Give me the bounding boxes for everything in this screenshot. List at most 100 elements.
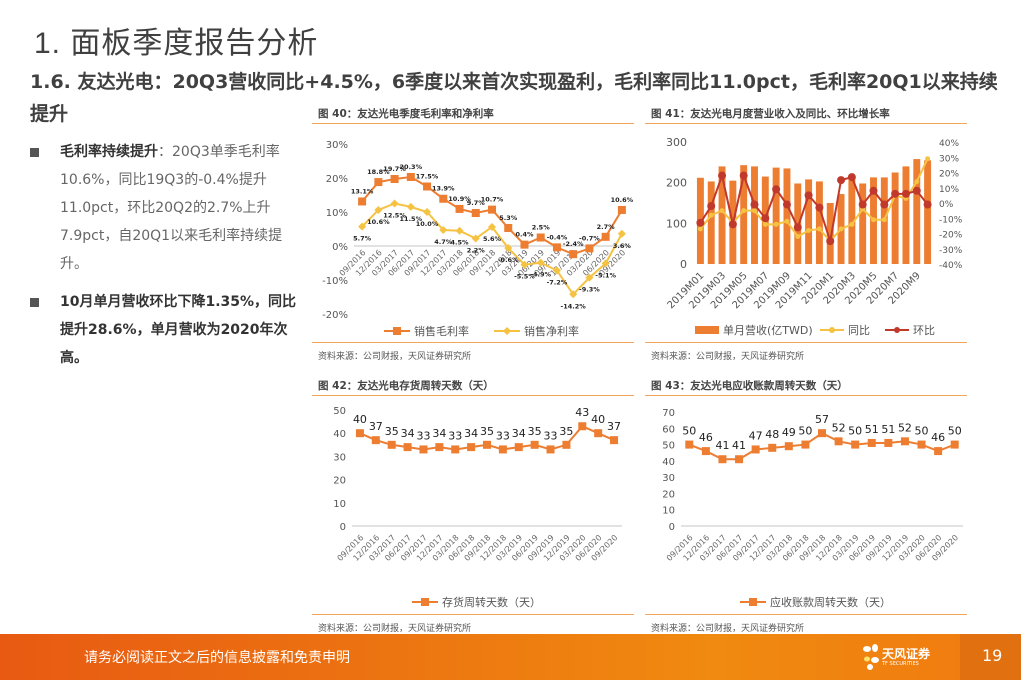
data-label: 0.4% [515, 231, 534, 239]
legend-marker [749, 598, 757, 606]
data-label: 35 [559, 425, 573, 438]
data-point [467, 443, 476, 452]
source-note: 资料来源：公司财报，天风证券研究所 [645, 614, 967, 634]
data-label: 35 [385, 425, 399, 438]
data-label: 50 [798, 425, 812, 438]
data-label: 46 [931, 431, 945, 444]
data-point [707, 202, 716, 211]
legend-label: 存货周转天数（天） [442, 595, 541, 609]
footer-bar: 请务必阅读正文之后的信息披露和免责申明 天风证券 TF SECURITIES 1… [0, 634, 1021, 680]
legend-marker [829, 327, 835, 333]
data-label: 48 [765, 428, 779, 441]
data-point [801, 440, 810, 449]
data-label: 2.5% [532, 224, 551, 232]
legend-marker [393, 327, 401, 335]
series-line [699, 158, 929, 243]
data-label: 49 [782, 426, 796, 439]
chart-panel-fig41: 图 41：友达光电月度营业收入及同比、环比增长率 300 200 100 0 40% 30… [645, 105, 967, 362]
data-point [752, 208, 757, 214]
data-point [816, 226, 822, 232]
data-label: 51 [881, 423, 895, 436]
y-tick-label-left: 200 [666, 177, 687, 190]
data-point [569, 250, 578, 259]
bar [783, 168, 791, 264]
y-tick-label-right: 0% [939, 200, 954, 210]
bullet-heading: 毛利率持续提升 [60, 144, 158, 160]
data-point [423, 208, 432, 216]
data-point [569, 290, 578, 299]
data-label: 35 [480, 425, 494, 438]
y-tick-label: 0 [340, 522, 346, 533]
bar [772, 167, 780, 264]
data-point [552, 266, 561, 275]
data-point [735, 455, 744, 464]
data-point [934, 447, 943, 456]
chart-panel-fig42: 图 42：友达光电存货周转天数（天） 50 40 30 20 10 0 09/2016 12/… [312, 377, 634, 634]
y-tick-label-left: 0 [680, 258, 687, 271]
data-point [594, 429, 603, 438]
data-point [601, 259, 610, 268]
data-point [451, 445, 460, 454]
data-point [782, 200, 791, 209]
y-tick-label: 20 [662, 489, 675, 500]
data-point [900, 437, 909, 446]
data-label: 40 [591, 413, 605, 426]
data-point [617, 229, 626, 238]
y-tick-label: 0 [669, 522, 675, 533]
data-point [804, 191, 813, 200]
data-point [374, 178, 383, 187]
y-tick-label-right: 40% [939, 139, 959, 149]
data-point [891, 189, 900, 198]
data-label: -4.9% [530, 271, 551, 279]
data-point [884, 438, 893, 447]
y-tick-label: 50 [333, 406, 346, 417]
bar [859, 183, 867, 264]
data-point [536, 258, 545, 267]
data-label: 43 [575, 406, 589, 419]
data-point [498, 445, 507, 454]
data-point [403, 443, 412, 452]
chart-panel-fig40: 图 40：友达光电季度毛利率和净利率 30% 20% 10% 0% -10% -20% 09… [312, 105, 634, 362]
data-point [520, 240, 529, 249]
data-label: 13.1% [351, 187, 374, 195]
bar [913, 159, 921, 264]
bar [815, 181, 823, 264]
data-point [784, 442, 793, 451]
data-point [838, 226, 844, 232]
chart-title: 图 42：友达光电存货周转天数（天） [312, 377, 634, 396]
data-point [471, 209, 480, 218]
y-tick-label-right: -20% [939, 231, 963, 241]
chart-fig43: 70605040302010009/201612/201603/201706/2… [662, 408, 963, 609]
data-point [849, 221, 855, 227]
y-tick-label: 10 [662, 506, 675, 517]
y-tick-label: -10% [322, 276, 348, 287]
data-point [701, 447, 710, 456]
data-point [826, 237, 835, 246]
data-label: 37 [369, 420, 383, 433]
data-label: 34 [464, 427, 478, 440]
data-label: 10.0% [416, 220, 439, 228]
legend-label: 单月营收(亿TWD) [723, 323, 813, 337]
data-point [358, 222, 367, 231]
data-label: -0.7% [579, 234, 600, 242]
company-logo: 天风证券 TF SECURITIES [862, 642, 952, 672]
y-tick-label: 40 [333, 429, 346, 440]
data-point [761, 214, 770, 223]
data-point [806, 227, 812, 233]
data-point [504, 223, 513, 232]
data-label: -5.1% [595, 271, 616, 279]
data-point [546, 445, 555, 454]
legend-label: 环比 [913, 324, 935, 337]
data-label: 10.7% [481, 196, 504, 204]
data-label: 50 [682, 425, 696, 438]
data-label: 46 [699, 431, 713, 444]
legend-label: 同比 [848, 324, 870, 337]
y-tick-label: 50 [662, 441, 675, 452]
data-point [772, 185, 781, 194]
bullet-square-icon [30, 148, 39, 157]
data-label: 51 [865, 423, 879, 436]
data-point [520, 260, 529, 269]
data-point [773, 221, 779, 227]
y-tick-label-right: 20% [939, 170, 959, 180]
data-point [741, 208, 747, 214]
